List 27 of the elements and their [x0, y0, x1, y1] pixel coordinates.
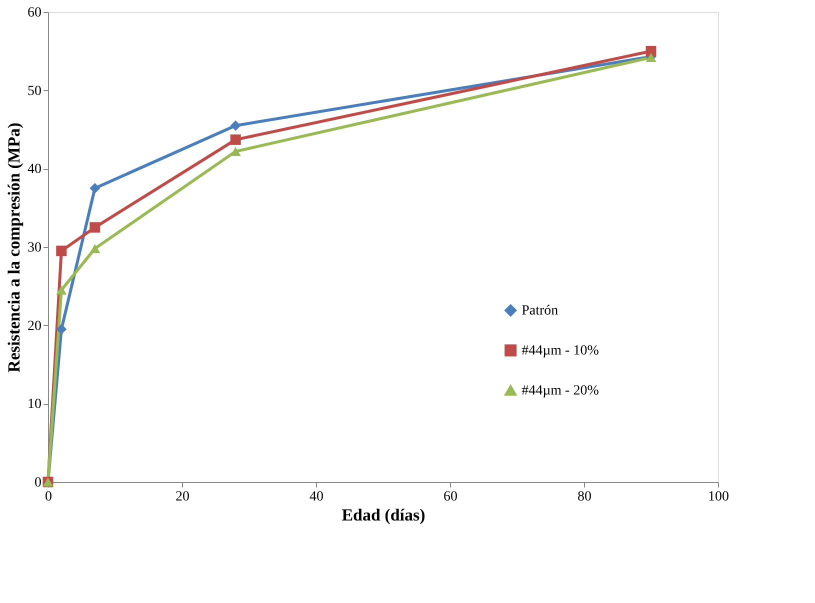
y-tick-label: 50	[28, 84, 42, 99]
y-tick-label: 0	[34, 476, 42, 490]
x-tick-label: 100	[708, 490, 729, 504]
y-tick-label: 40	[28, 162, 42, 178]
point	[230, 146, 241, 156]
y-tick-label: 10	[28, 397, 42, 412]
x-tick-label: 60	[444, 490, 458, 504]
x-tick-label: 80	[578, 490, 592, 504]
point	[230, 134, 241, 145]
x-tick-label: 40	[310, 490, 324, 504]
point	[90, 183, 100, 194]
point	[56, 286, 67, 295]
point	[90, 222, 100, 233]
y-tick-label: 60	[28, 6, 42, 20]
y-tick-label: 30	[28, 240, 42, 256]
x-tick-label: 0	[45, 490, 52, 504]
point	[230, 120, 241, 131]
legend-label: #44µm - 20%	[522, 383, 600, 398]
point	[56, 324, 67, 334]
legend-label: #44µm - 10%	[522, 343, 600, 358]
y-axis-title: Resistencia a la compresión (MPa)	[4, 122, 24, 372]
x-tick-label: 20	[176, 490, 190, 504]
x-axis-title: Edad (días)	[342, 506, 426, 524]
y-tick-label: 20	[28, 318, 42, 334]
point	[90, 244, 100, 254]
legend-label: Patrón	[522, 303, 558, 318]
point	[56, 246, 67, 256]
